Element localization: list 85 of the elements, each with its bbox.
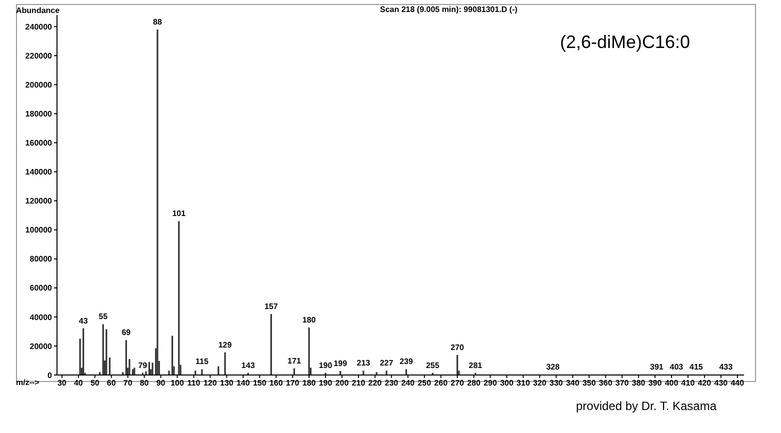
annotation: 79 — [138, 360, 148, 370]
x-tick-label: 230 — [384, 378, 399, 388]
x-tick-label: 160 — [269, 378, 284, 388]
text: provided by Dr. T. Kasama — [576, 399, 717, 413]
x-tick-label: 420 — [698, 378, 712, 388]
x-tick-label: 100 — [170, 378, 184, 388]
y-tick-label: 200000 — [25, 80, 53, 90]
x-tick-label: 40 — [74, 378, 84, 388]
y-tick-label: 160000 — [25, 138, 53, 148]
annotation: 180 — [302, 316, 316, 325]
x-tick-label: 60 — [106, 378, 116, 388]
x-tick-label: 90 — [156, 378, 166, 388]
x-tick-label: 370 — [615, 378, 630, 388]
y-tick-label: 120000 — [25, 196, 53, 206]
chart-title: Scan 218 (9.005 min): 99081301.D (-) — [380, 5, 518, 14]
x-tick-label: 50 — [90, 378, 100, 388]
x-tick-label: 430 — [714, 378, 728, 388]
x-axis-title: m/z--> — [16, 378, 40, 387]
annotation: 101 — [172, 209, 186, 218]
y-tick-label: 0 — [48, 370, 53, 380]
annotation: 239 — [400, 357, 414, 366]
x-tick-label: 80 — [140, 378, 150, 388]
annotation: 255 — [426, 360, 440, 370]
y-axis-title: Abundance — [16, 6, 60, 15]
annotation: 69 — [122, 328, 132, 338]
annotation: 171 — [288, 356, 302, 366]
annotation: 328 — [546, 362, 560, 372]
x-tick-label: 210 — [352, 378, 366, 388]
x-tick-label: 180 — [302, 378, 316, 388]
annotation: 281 — [468, 360, 483, 370]
x-tick-label: 360 — [598, 378, 613, 388]
annotation: 88 — [153, 18, 162, 27]
annotation: 43 — [78, 316, 88, 326]
y-tick-label: 140000 — [25, 168, 53, 177]
x-tick-label: 250 — [418, 378, 432, 388]
x-tick-label: 170 — [286, 378, 300, 388]
annotation: (2,6-diMe)C16:0 — [560, 32, 690, 53]
x-tick-label: 200 — [335, 378, 350, 388]
annotation: 190 — [318, 360, 333, 370]
annotation: 213 — [356, 358, 371, 368]
x-tick-label: 110 — [187, 378, 201, 388]
annotation: 433 — [719, 362, 734, 372]
y-tick-label: 20000 — [30, 342, 53, 351]
y-tick-label: 180000 — [25, 110, 53, 119]
y-tick-label: 220000 — [25, 51, 53, 60]
x-tick-label: 270 — [450, 378, 465, 388]
x-tick-label: 380 — [632, 378, 646, 388]
annotation: 55 — [98, 312, 108, 322]
x-tick-label: 240 — [401, 378, 416, 388]
x-tick-label: 390 — [648, 378, 662, 388]
x-tick-label: 120 — [204, 378, 218, 388]
x-tick-label: 300 — [500, 378, 514, 388]
x-tick-label: 350 — [582, 378, 596, 388]
x-tick-label: 140 — [236, 378, 250, 388]
annotation: 199 — [334, 358, 348, 368]
y-tick-label: 60000 — [30, 284, 53, 293]
x-tick-label: 30 — [57, 378, 67, 388]
annotation: 415 — [690, 362, 704, 372]
x-tick-label: 70 — [123, 378, 133, 388]
x-tick-label: 290 — [484, 378, 498, 388]
x-tick-label: 190 — [318, 378, 333, 388]
annotation: 270 — [450, 342, 465, 352]
annotation: 227 — [380, 358, 394, 368]
x-tick-label: 440 — [730, 378, 745, 388]
y-tick-label: 240000 — [25, 22, 53, 32]
y-tick-label: 80000 — [30, 254, 53, 264]
y-tick-label: 40000 — [30, 312, 53, 322]
annotation: 403 — [670, 362, 684, 372]
x-tick-label: 130 — [220, 378, 234, 388]
x-tick-label: 340 — [566, 378, 580, 388]
annotation: 143 — [241, 360, 256, 370]
y-tick-label: 100000 — [25, 226, 53, 235]
x-tick-label: 150 — [252, 378, 267, 388]
annotation: 129 — [218, 340, 232, 350]
x-tick-label: 320 — [533, 378, 547, 388]
annotation: 115 — [196, 357, 209, 366]
x-tick-label: 280 — [467, 378, 482, 388]
x-tick-label: 310 — [516, 378, 530, 388]
x-tick-label: 220 — [368, 378, 382, 388]
x-tick-label: 400 — [664, 378, 679, 388]
annotation: 391 — [650, 362, 664, 372]
x-tick-label: 410 — [681, 378, 696, 388]
x-tick-label: 260 — [434, 378, 448, 388]
x-tick-label: 330 — [550, 378, 564, 388]
annotation: 157 — [264, 302, 278, 312]
